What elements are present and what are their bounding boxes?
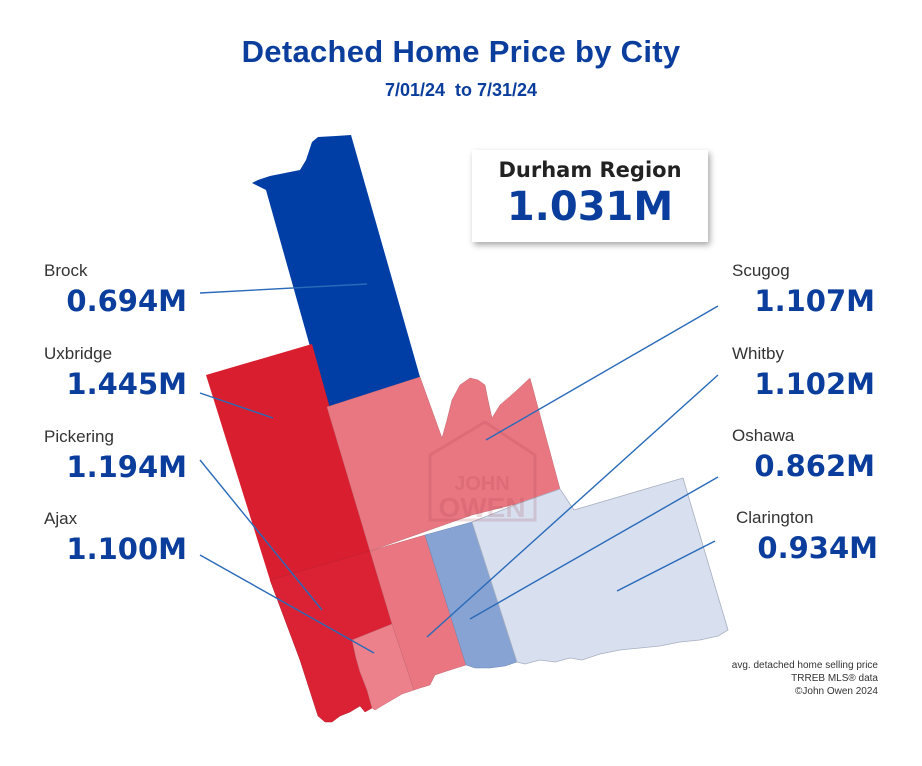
city-value-ajax: 1.100M — [66, 532, 187, 566]
city-label-scugog: Scugog — [732, 261, 790, 280]
region-brock — [252, 135, 420, 407]
city-value-oshawa: 0.862M — [754, 449, 875, 483]
footnote-description: avg. detached home selling price — [731, 660, 878, 671]
city-label-clarington: Clarington — [736, 508, 814, 527]
city-label-pickering: Pickering — [44, 427, 114, 446]
region-clarington — [471, 477, 729, 665]
leader-line-ajax — [199, 554, 375, 654]
leader-line-brock — [199, 283, 368, 294]
chart-title: Detached Home Price by City — [241, 34, 681, 69]
footnote-source: TRREB MLS® data — [791, 673, 878, 684]
city-label-oshawa: Oshawa — [732, 426, 795, 445]
city-value-clarington: 0.934M — [757, 531, 878, 565]
svg-text:OWEN: OWEN — [438, 492, 525, 523]
city-value-scugog: 1.107M — [754, 284, 875, 318]
region-total-card: Durham Region 1.031M — [472, 150, 708, 242]
leader-line-whitby — [426, 374, 719, 638]
city-label-uxbridge: Uxbridge — [44, 344, 113, 363]
city-label-ajax: Ajax — [44, 509, 78, 528]
leader-line-uxbridge — [199, 392, 274, 419]
region-value: 1.031M — [506, 184, 674, 230]
leader-line-pickering — [199, 459, 323, 611]
city-value-uxbridge: 1.445M — [66, 367, 187, 401]
city-label-brock: Brock — [44, 261, 88, 280]
region-name: Durham Region — [498, 158, 682, 182]
city-value-whitby: 1.102M — [754, 367, 875, 401]
footnote: avg. detached home selling price TRREB M… — [732, 659, 878, 698]
leader-line-scugog — [485, 305, 719, 441]
city-value-pickering: 1.194M — [66, 450, 187, 484]
svg-text:JOHN: JOHN — [454, 473, 510, 495]
city-value-brock: 0.694M — [66, 284, 187, 318]
region-uxbridge — [206, 344, 370, 580]
watermark-logo: JOHN OWEN — [428, 420, 537, 523]
city-label-whitby: Whitby — [732, 344, 784, 363]
leader-line-clarington — [616, 540, 716, 592]
footnote-copyright: ©John Owen 2024 — [795, 686, 878, 697]
date-range: 7/01/24 to 7/31/24 — [384, 80, 538, 100]
leader-line-oshawa — [469, 476, 719, 620]
